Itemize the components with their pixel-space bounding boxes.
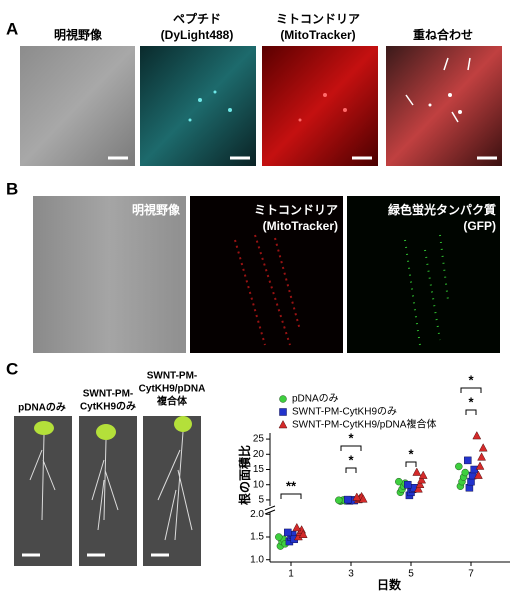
axis-break bbox=[264, 505, 276, 515]
micrograph bbox=[20, 46, 135, 166]
y-tick-label: 20 bbox=[253, 449, 265, 460]
plant-title: SWNT-PM- bbox=[147, 371, 198, 382]
y-tick-label: 5 bbox=[258, 495, 264, 506]
image-title: 重ね合わせ bbox=[413, 27, 473, 42]
significance-bracket bbox=[465, 409, 477, 415]
image-title: 明視野像 bbox=[132, 202, 181, 217]
plant-title: CytKH9のみ bbox=[80, 401, 136, 413]
y-tick-label: 1.5 bbox=[250, 532, 264, 543]
data-point bbox=[395, 477, 403, 486]
micrograph bbox=[33, 196, 186, 353]
x-tick-label: 3 bbox=[348, 569, 354, 580]
data-point bbox=[344, 495, 352, 504]
micrograph bbox=[140, 46, 256, 166]
legend-label: SWNT-PM-CytKH9/pDNA複合体 bbox=[292, 418, 436, 431]
speckles bbox=[428, 93, 462, 114]
y-tick-label: 25 bbox=[253, 434, 265, 445]
data-point bbox=[412, 467, 422, 476]
y-tick-label: 15 bbox=[253, 464, 265, 475]
data-point bbox=[418, 470, 428, 479]
micrograph bbox=[190, 196, 343, 353]
micrograph bbox=[386, 46, 502, 166]
y-tick-label: 10 bbox=[253, 479, 265, 490]
legend-marker bbox=[279, 395, 287, 403]
plant-title: pDNAのみ bbox=[18, 402, 66, 414]
panel-label: A bbox=[6, 19, 18, 38]
data-point bbox=[455, 462, 463, 471]
legend-label: SWNT-PM-CytKH9のみ bbox=[292, 407, 397, 418]
x-tick-label: 5 bbox=[408, 569, 414, 580]
significance-bracket bbox=[405, 461, 417, 467]
plant-title: SWNT-PM- bbox=[83, 389, 134, 400]
image-title: (MitoTracker) bbox=[263, 219, 338, 233]
data-point bbox=[464, 456, 472, 465]
data-point bbox=[413, 484, 423, 493]
image-title: (MitoTracker) bbox=[280, 28, 355, 42]
x-tick-label: 7 bbox=[468, 569, 474, 580]
image-title: ミトコンドリア bbox=[276, 12, 360, 26]
data-point bbox=[292, 522, 302, 532]
significance-bracket bbox=[345, 467, 357, 473]
x-axis-label: 日数 bbox=[377, 577, 402, 592]
data-point bbox=[284, 528, 292, 537]
plant-title: 複合体 bbox=[156, 395, 188, 408]
data-point bbox=[358, 494, 368, 503]
legend-label: pDNAのみ bbox=[292, 394, 339, 405]
data-point bbox=[335, 496, 343, 504]
panel-label: C bbox=[6, 359, 18, 378]
data-point bbox=[477, 452, 487, 461]
data-point bbox=[404, 480, 412, 489]
significance-label: * bbox=[468, 394, 474, 409]
legend-marker bbox=[278, 419, 288, 429]
speckles bbox=[298, 93, 347, 122]
data-point bbox=[478, 443, 488, 452]
panel-label: B bbox=[6, 179, 18, 198]
micrograph bbox=[262, 46, 378, 166]
data-point bbox=[475, 461, 485, 470]
significance-bracket bbox=[280, 493, 302, 499]
signal bbox=[234, 234, 301, 346]
image-title: ペプチド bbox=[173, 11, 221, 26]
significance-label: * bbox=[468, 372, 474, 387]
data-point bbox=[461, 468, 469, 477]
data-point bbox=[473, 470, 483, 479]
plant-photos bbox=[14, 416, 201, 566]
speckles bbox=[188, 90, 232, 122]
data-point bbox=[417, 475, 427, 484]
significance-bracket bbox=[460, 387, 482, 393]
significance-bracket bbox=[340, 445, 362, 451]
significance-label: ** bbox=[286, 478, 297, 493]
significance-label: * bbox=[408, 446, 414, 461]
data-point bbox=[298, 529, 308, 538]
y-axis-label: 根の面積比 bbox=[237, 445, 252, 505]
micrograph bbox=[347, 196, 500, 353]
significance-label: * bbox=[348, 452, 354, 467]
x-tick-label: 1 bbox=[288, 569, 294, 580]
plant-title: CytKH9/pDNA bbox=[139, 384, 206, 395]
data-point bbox=[415, 479, 425, 488]
image-title: 明視野像 bbox=[54, 27, 103, 42]
arrows bbox=[405, 57, 471, 123]
image-title: (DyLight488) bbox=[161, 28, 234, 42]
image-title: ミトコンドリア bbox=[254, 203, 338, 217]
y-tick-label: 1.0 bbox=[250, 554, 264, 565]
y-tick-label: 2.0 bbox=[250, 509, 264, 520]
significance-label: * bbox=[348, 430, 354, 445]
image-title: 緑色蛍光タンパク質 bbox=[388, 202, 496, 217]
image-title: (GFP) bbox=[463, 219, 496, 233]
legend-marker bbox=[279, 408, 287, 416]
data-point bbox=[352, 492, 362, 501]
data-point bbox=[472, 431, 482, 440]
data-point bbox=[275, 533, 283, 541]
